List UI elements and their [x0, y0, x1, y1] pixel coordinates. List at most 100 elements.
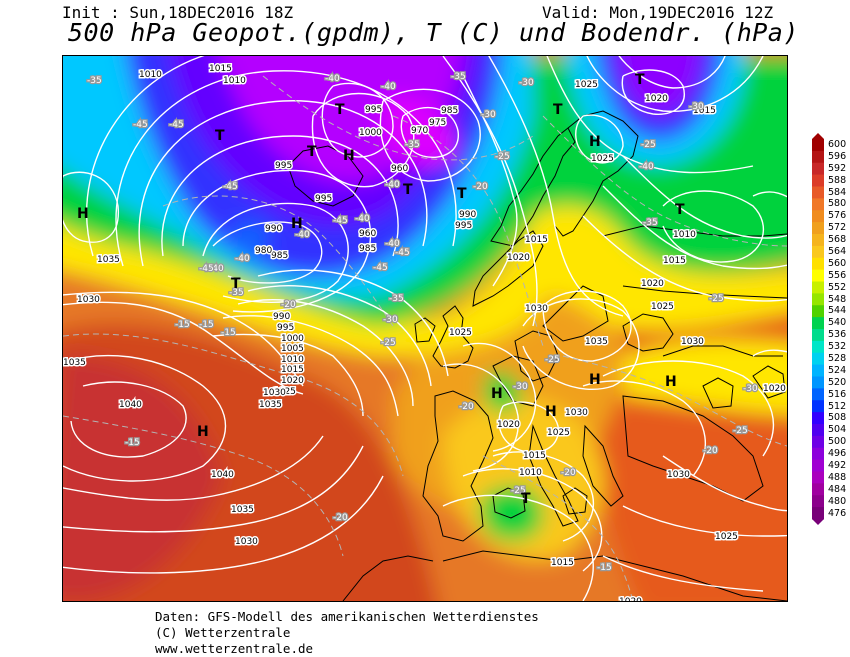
isobar-label: 1015	[693, 106, 716, 116]
isobar-label: 990	[273, 312, 290, 322]
low-marker: T	[553, 102, 563, 118]
isotherm-label: -25	[381, 338, 396, 348]
scale-swatch	[812, 317, 824, 330]
isobar-label: 1025	[591, 154, 614, 164]
scale-value-label: 508	[828, 412, 847, 424]
isobar-label: 990	[265, 224, 282, 234]
isobar-label: 1020	[763, 384, 786, 394]
scale-swatch	[812, 376, 824, 389]
isotherm-label: -20	[459, 402, 474, 412]
isobar-label: 1030	[235, 537, 258, 547]
low-marker: T	[675, 202, 685, 218]
scale-value-label: 600	[828, 139, 847, 150]
isobar-label: 1030	[565, 408, 588, 418]
scale-swatch	[812, 340, 824, 354]
isobar-label: 1020	[497, 420, 520, 430]
valid-time-label: Valid: Mon,19DEC2016 12Z	[542, 3, 774, 22]
isotherm-label: -45	[169, 120, 184, 130]
isobar-label: 995	[277, 323, 294, 333]
isotherm-label: -30	[519, 78, 534, 88]
isobar-label: 1030	[263, 388, 286, 398]
scale-value-label: 496	[828, 448, 847, 460]
scale-value-label: 480	[828, 495, 847, 507]
scale-swatch	[812, 174, 824, 187]
scale-value-label: 516	[828, 388, 847, 400]
isotherm-label: -20	[473, 182, 488, 192]
temperature-field	[63, 56, 787, 601]
scale-value-label: 552	[828, 281, 847, 293]
low-marker: T	[403, 182, 413, 198]
scale-value-label: 492	[828, 460, 847, 472]
isobar-label: 1000	[281, 334, 304, 344]
high-marker: H	[665, 374, 677, 390]
scale-value-label: 488	[828, 471, 847, 483]
isobar-label: 1020	[281, 376, 304, 386]
isotherm-label: -15	[125, 438, 140, 448]
isobar-label: 1025	[449, 328, 472, 338]
isobar-label: 1040	[119, 400, 142, 410]
isotherm-label: -25	[545, 355, 560, 365]
isobars	[63, 56, 787, 601]
scale-value-label: 524	[828, 364, 847, 376]
isotherm-label: -35	[405, 140, 420, 150]
isobar-label: 1015	[523, 451, 546, 461]
scale-swatch	[812, 257, 824, 271]
isobar-label: 1030	[667, 470, 690, 480]
isobar-label: 985	[441, 106, 458, 116]
scale-swatch	[812, 222, 824, 235]
isobar-label: 1030	[681, 337, 704, 347]
isobar-label: 1015	[663, 256, 686, 266]
high-marker: H	[197, 424, 209, 440]
isobar-label: 1025	[273, 387, 296, 397]
isotherm-label: -45	[333, 216, 348, 226]
isotherm-label: -40	[295, 230, 310, 240]
weather-map: 1010 1015 1010 995 1000 995 990 985 980 995 960 985…	[62, 55, 788, 602]
temperature-labels: -35 -40-40-35-30-45 -45-45 -40-40-45-40-40-…	[86, 71, 759, 575]
scale-bottom-arrow	[812, 519, 824, 525]
scale-value-label: 500	[828, 436, 847, 448]
isotherm-label: -45	[223, 182, 238, 192]
scale-value-label: 584	[828, 186, 847, 198]
isotherm-label: -25	[709, 294, 724, 304]
isobar-label: 980	[255, 246, 272, 256]
isobar-label: 1020	[641, 279, 664, 289]
high-marker: H	[589, 372, 601, 388]
isobar-label: 995	[365, 105, 382, 115]
isotherm-label: -40	[325, 74, 340, 84]
scale-swatch	[812, 210, 824, 223]
isobar-label: 1025	[651, 302, 674, 312]
color-scale-bar	[812, 133, 824, 525]
scale-value-label: 512	[828, 400, 847, 412]
isobar-label: 975	[429, 118, 446, 128]
scale-value-label: 536	[828, 329, 847, 341]
isobar-label: 1035	[231, 505, 254, 515]
isotherm-label: -35	[87, 76, 102, 86]
low-marker: T	[635, 72, 645, 88]
isobar-label: 1010	[223, 76, 246, 86]
scale-swatch	[812, 162, 824, 176]
scale-swatch	[812, 245, 824, 259]
scale-top-arrow	[812, 133, 824, 139]
isotherm-label: -45	[373, 263, 388, 273]
isotherm-label: -40	[355, 214, 370, 224]
isotherm-label: -30	[743, 384, 758, 394]
isobar-label: 995	[275, 161, 292, 171]
scale-swatch	[812, 471, 824, 484]
scale-swatch	[812, 483, 824, 496]
isotherm-label: -20	[281, 300, 296, 310]
scale-swatch	[812, 269, 824, 282]
low-marker: T	[215, 128, 225, 144]
isotherm-label: -25	[511, 486, 526, 496]
scale-swatch	[812, 150, 824, 164]
low-marker: T	[335, 102, 345, 118]
isotherm-label: -40	[209, 264, 224, 274]
scale-value-label: 504	[828, 424, 847, 436]
isotherm-label: -15	[175, 320, 190, 330]
isobar-label: 1025	[547, 428, 570, 438]
scale-swatch	[812, 352, 824, 366]
scale-value-label: 580	[828, 198, 847, 210]
scale-swatch	[812, 495, 824, 508]
isobar-label: 1000	[359, 128, 382, 138]
isotherm-label: -30	[513, 382, 528, 392]
high-marker: H	[491, 386, 503, 402]
